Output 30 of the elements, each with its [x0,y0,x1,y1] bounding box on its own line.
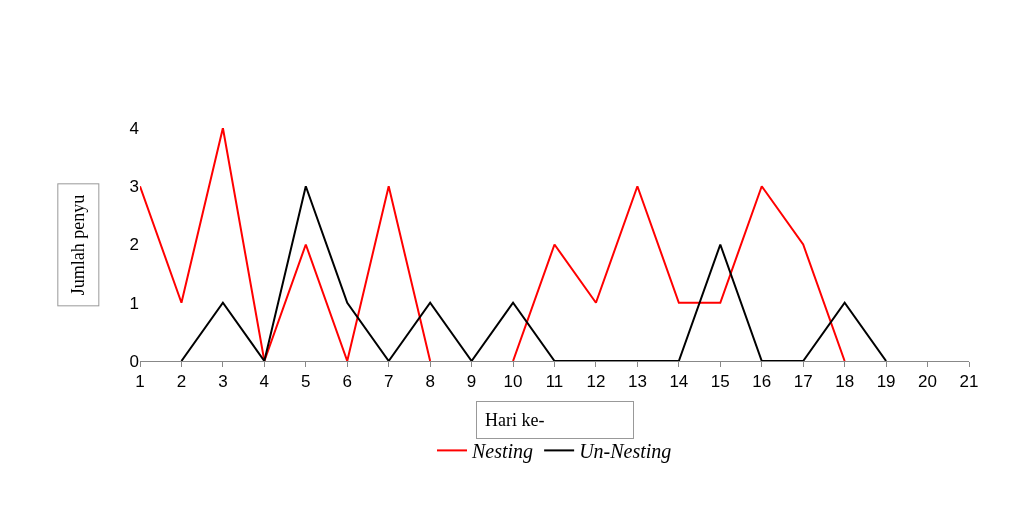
x-tick-label: 9 [466,372,477,392]
x-tick-label: 4 [259,372,270,392]
y-axis-title: Jumlah penyu [68,194,89,296]
x-tick-label: 14 [669,372,689,392]
x-tick-label: 15 [710,372,730,392]
x-tick-label: 6 [342,372,352,392]
x-tick-label: 2 [176,372,187,392]
x-tick-label: 12 [586,372,606,392]
y-tick-label: 3 [129,177,139,197]
y-tick-label: 0 [129,351,139,371]
x-tick-label: 11 [545,372,564,392]
x-tick-label: 19 [876,372,896,392]
y-tick-label: 2 [129,235,139,255]
x-tick-label: 7 [383,372,394,392]
x-tick-label: 5 [301,372,311,392]
x-axis-title: Hari ke- [485,410,545,430]
x-tick-label: 21 [959,372,979,392]
y-tick-label: 1 [129,293,139,313]
y-tick-label: 4 [129,118,139,138]
x-tick-label: 10 [503,372,523,392]
x-tick-label: 20 [918,372,938,392]
x-tick-label: 3 [218,372,228,392]
legend-label: Nesting [471,440,534,464]
x-tick-label: 17 [793,372,813,392]
x-tick-label: 16 [752,372,772,392]
x-tick-label: 8 [425,372,435,392]
legend-label: Un-Nesting [579,440,672,464]
x-tick-label: 18 [835,372,855,392]
x-tick-label: 13 [627,372,647,392]
line-series [180,185,888,361]
